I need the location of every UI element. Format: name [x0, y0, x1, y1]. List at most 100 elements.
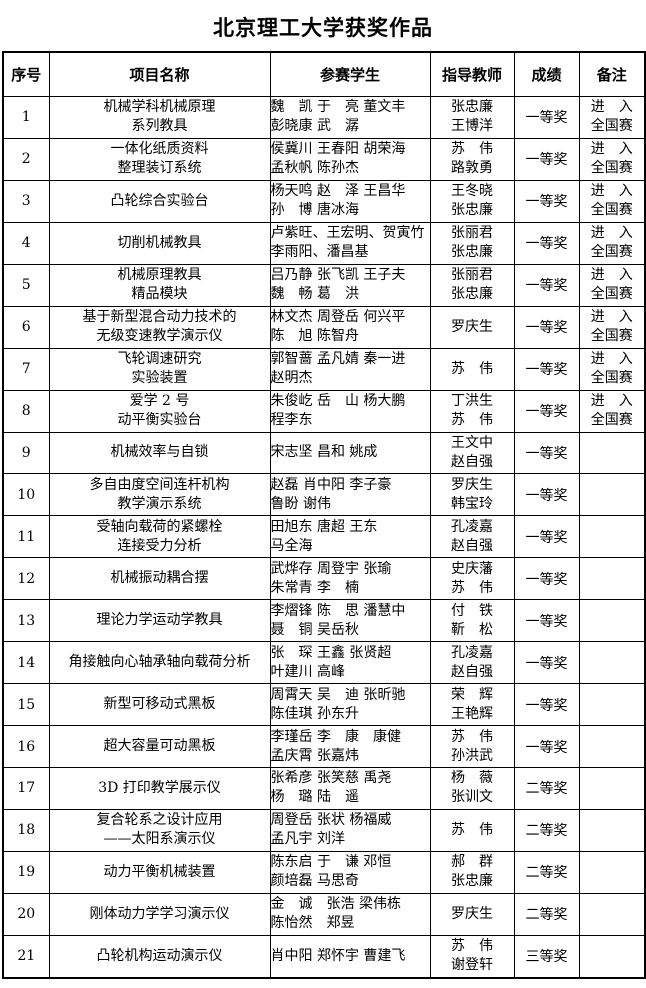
cell-award: 二等奖	[513, 892, 580, 936]
cell-teachers: 苏 伟路敦勇	[429, 137, 515, 181]
cell-award: 二等奖	[513, 808, 580, 852]
cell-note	[578, 850, 646, 894]
cell-no: 14	[2, 641, 50, 685]
cell-line: 进 入	[590, 99, 633, 116]
cell-teachers: 罗庆生	[429, 892, 515, 936]
cell-no: 12	[2, 557, 50, 601]
cell-line: 付 铁	[451, 602, 493, 619]
cell-project: 3D 打印教学展示仪	[48, 767, 271, 810]
cell-line: 系列教具	[131, 118, 188, 135]
cell-line: 赵自强	[451, 453, 493, 470]
cell-note	[578, 683, 646, 727]
cell-no: 19	[2, 850, 50, 894]
cell-line: 孟凡宇 刘洋	[270, 831, 345, 848]
cell-no: 21	[2, 934, 50, 979]
cell-award: 一等奖	[513, 683, 580, 727]
table-row: 19 动力平衡机械装置 陈东启 于 谦 邓恒 颜培磊 马思奇郝 群张忠廉 二等奖	[2, 850, 646, 894]
cell-note: 进 入全国赛	[578, 137, 646, 181]
cell-note	[578, 725, 646, 768]
cell-line: 吕乃静 张飞凯 王子夫	[270, 267, 406, 284]
cell-note: 进 入全国赛	[578, 96, 646, 139]
cell-students: 杨天鸣 赵 泽 王昌华孙 博 唐冰海	[269, 179, 431, 223]
cell-note	[578, 767, 646, 810]
cell-note: 进 入全国赛	[578, 389, 646, 433]
cell-line: 全国赛	[590, 370, 633, 387]
header-row: 序号 项目名称 参赛学生 指导教师 成绩 备注	[2, 51, 646, 97]
cell-line: 罗庆生	[451, 476, 493, 493]
cell-students: 李瑾岳 李 康 康健 孟庆霄 张嘉炜	[269, 725, 431, 768]
cell-line: 凸轮综合实验台	[110, 192, 209, 209]
cell-line: 周霄天 吴 迪 张昕驰	[270, 686, 406, 703]
cell-line: 张训文	[451, 789, 493, 806]
cell-line: 刚体动力学学习演示仪	[89, 905, 230, 922]
cell-teachers: 苏 伟	[429, 808, 515, 852]
cell-line: 孔凌嘉	[451, 518, 493, 535]
cell-line: 飞轮调速研究	[117, 351, 202, 368]
cell-line: 苏 伟	[451, 412, 493, 429]
cell-award: 一等奖	[513, 389, 580, 433]
table-header: 序号 项目名称 参赛学生 指导教师 成绩 备注	[2, 51, 646, 97]
table-row: 11 受轴向载荷的紧螺栓 连接受力分析 田旭东 唐超 王东 马全海 孔凌嘉 赵自强 一等奖	[2, 515, 646, 559]
cell-no: 5	[2, 263, 50, 307]
cell-line: 苏 伟	[451, 579, 493, 596]
cell-line: 王博洋	[451, 118, 493, 135]
cell-no: 20	[2, 892, 50, 936]
cell-no: 17	[2, 767, 50, 810]
cell-line: 肖中阳 郑怀宇 曹建飞	[270, 947, 406, 964]
cell-project: 多自由度空间连杆机构 教学演示系统	[48, 473, 271, 517]
table-row: 6 基于新型混合动力技术的 无级变速教学演示仪 林文杰 周登岳 何兴平陈 旭 陈智舟罗…	[2, 305, 646, 349]
cell-line: 李熠锋 陈 思 潘慧中	[270, 602, 406, 619]
cell-teachers: 张丽君 张忠廉	[429, 221, 515, 265]
cell-line: 魏 凯 于 亮 董文丰	[270, 99, 406, 116]
cell-line: 赵明杰	[270, 370, 313, 387]
cell-award: 一等奖	[513, 431, 580, 475]
cell-note	[578, 515, 646, 559]
cell-line: 爱学 2 号	[129, 393, 190, 410]
cell-project: 超大容量可动黑板	[48, 725, 271, 768]
cell-line: 王冬晓	[451, 183, 493, 200]
cell-students: 张 琛 王鑫 张贤超 叶建川 高峰	[269, 641, 431, 685]
cell-line: 机械原理教具	[117, 267, 202, 284]
cell-note: 进 入全国赛	[578, 263, 646, 307]
cell-line: 郭智蔷 孟凡婧 秦一进	[270, 351, 406, 368]
cell-line: 张忠廉	[451, 873, 493, 890]
cell-award: 一等奖	[513, 263, 580, 307]
cell-project: 理论力学运动学教具	[48, 599, 271, 643]
cell-line: 马全海	[270, 537, 313, 554]
cell-line: 苏 伟	[451, 821, 493, 838]
table-row: 8 爱学 2 号动平衡实验台 朱俊屹 岳 山 杨大鹏 程李东 丁洪生苏 伟一等奖进 入全…	[2, 389, 646, 433]
cell-no: 3	[2, 179, 50, 223]
cell-line: 基于新型混合动力技术的	[82, 309, 237, 326]
cell-no: 10	[2, 473, 50, 517]
cell-line: 机械效率与自锁	[110, 444, 209, 461]
cell-line: 林文杰 周登岳 何兴平	[270, 309, 406, 326]
cell-line: 杨天鸣 赵 泽 王昌华	[270, 183, 406, 200]
cell-students: 郭智蔷 孟凡婧 秦一进 赵明杰	[269, 347, 431, 391]
cell-teachers: 付 铁靳 松	[429, 599, 515, 643]
cell-line: 全国赛	[590, 202, 633, 219]
cell-note	[578, 892, 646, 936]
cell-line: 武烨存 周登宇 张瑜	[270, 560, 392, 577]
cell-line: 孟庆霄 张嘉炜	[270, 747, 359, 764]
table-row: 17 3D 打印教学展示仪 张希彦 张笑慈 禹尧杨 璐 陆 遥杨 薇张训文 二等奖	[2, 767, 646, 810]
cell-project: 机械振动耦合摆	[48, 557, 271, 601]
cell-line: 全国赛	[590, 244, 633, 261]
cell-line: 丁洪生	[451, 393, 493, 410]
cell-line: 赵自强	[451, 663, 493, 680]
cell-note	[578, 599, 646, 643]
cell-line: 精品模块	[131, 286, 188, 303]
cell-line: 李雨阳、潘昌基	[270, 244, 369, 261]
cell-line: 杨 璐 陆 遥	[270, 789, 359, 806]
cell-line: 谢登轩	[451, 957, 493, 974]
column-header-teachers: 指导教师	[429, 51, 515, 97]
cell-project: 凸轮综合实验台	[48, 179, 271, 223]
cell-note	[578, 557, 646, 601]
table-row: 13 理论力学运动学教具 李熠锋 陈 思 潘慧中聂 铜 吴岳秋付 铁靳 松一等奖	[2, 599, 646, 643]
cell-project: 机械原理教具 精品模块	[48, 263, 271, 307]
cell-line: 凸轮机构运动演示仪	[96, 947, 223, 964]
cell-note	[578, 641, 646, 685]
cell-line: 多自由度空间连杆机构	[89, 476, 230, 493]
cell-line: 苏 伟	[451, 938, 493, 955]
cell-teachers: 苏 伟孙洪武	[429, 725, 515, 768]
cell-award: 一等奖	[513, 599, 580, 643]
